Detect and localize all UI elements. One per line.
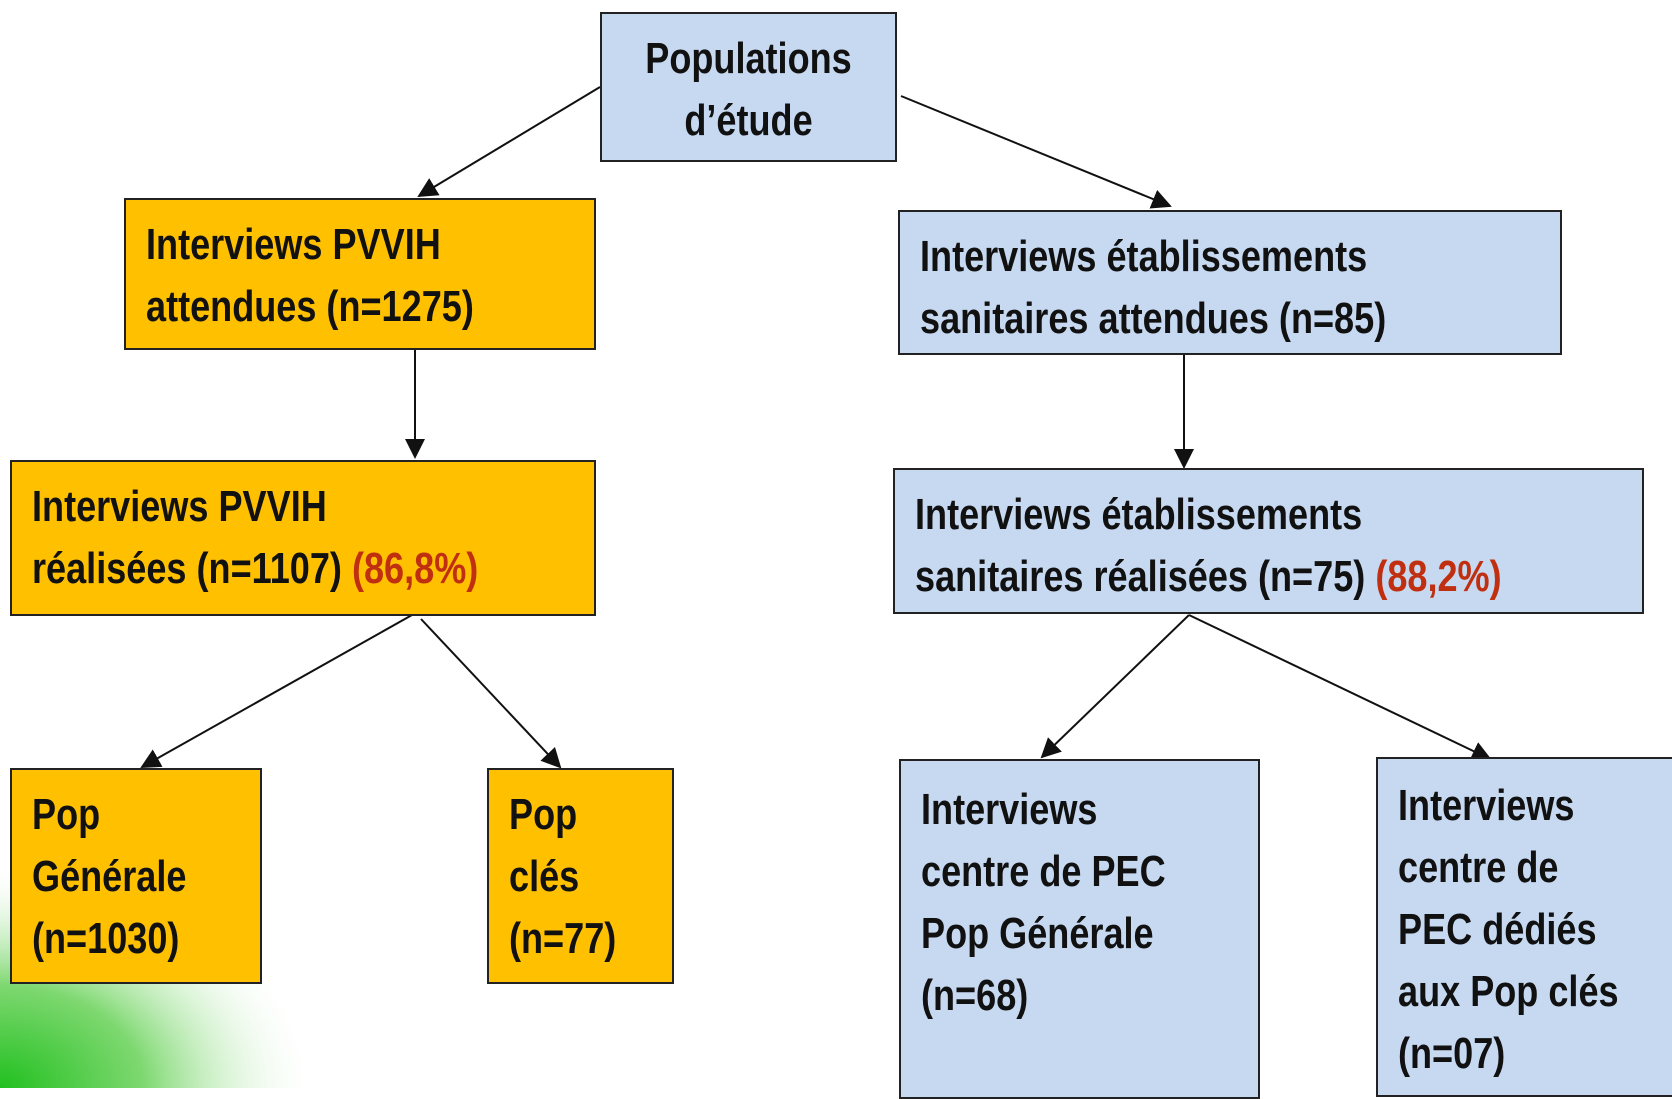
node-text: Interviews centre de PEC dédiés aux Pop clé…: [1398, 775, 1619, 1085]
percentage: (88,2%): [1375, 552, 1502, 601]
node: Populations d’étude: [600, 12, 897, 162]
label: Pop: [32, 790, 101, 839]
label: Pop Générale: [921, 909, 1154, 958]
node-text: Interviews établissements sanitaires réal…: [915, 484, 1502, 608]
label: (n=77): [509, 914, 617, 963]
text-line: Interviews PVVIH: [32, 476, 478, 538]
label: (n=68): [921, 971, 1029, 1020]
label: (n=1030): [32, 914, 180, 963]
node: Interviews PVVIH réalisées (n=1107) (86,8…: [10, 460, 596, 616]
text-line: Pop Générale: [921, 903, 1166, 965]
text-line: Interviews établissements: [915, 484, 1502, 546]
text-line: clés: [509, 846, 616, 908]
node: Interviews établissements sanitaires réal…: [893, 468, 1644, 614]
text-line: aux Pop clés: [1398, 961, 1619, 1023]
label: Populations: [645, 34, 852, 83]
text-line: (n=07): [1398, 1023, 1619, 1085]
label: Interviews PVVIH: [146, 220, 441, 269]
text-line: Pop: [32, 784, 186, 846]
text-line: attendues (n=1275): [146, 276, 474, 338]
text-line: Interviews: [1398, 775, 1619, 837]
label: Interviews établissements: [920, 232, 1368, 281]
text-line: sanitaires réalisées (n=75) (88,2%): [915, 546, 1502, 608]
node: Interviews centre de PEC Pop Générale (n=68…: [899, 759, 1260, 1099]
node: Pop clés (n=77): [487, 768, 674, 984]
text-line: d’étude: [628, 90, 868, 152]
label: Générale: [32, 852, 187, 901]
label: clés: [509, 852, 580, 901]
label: Interviews: [1398, 781, 1575, 830]
label: Interviews établissements: [915, 490, 1363, 539]
label: sanitaires attendues (n=85): [920, 294, 1387, 343]
text-line: sanitaires attendues (n=85): [920, 288, 1386, 350]
text-line: Interviews établissements: [920, 226, 1386, 288]
text-line: réalisées (n=1107) (86,8%): [32, 538, 478, 600]
text-line: PEC dédiés: [1398, 899, 1619, 961]
text-line: Générale: [32, 846, 186, 908]
node-text: Interviews PVVIH réalisées (n=1107) (86,8…: [32, 476, 478, 600]
label: centre de PEC: [921, 847, 1166, 896]
node-text: Interviews établissements sanitaires atte…: [920, 226, 1386, 350]
label: Pop: [509, 790, 578, 839]
node-text: Populations d’étude: [628, 28, 868, 152]
arrows: [140, 86, 1492, 769]
label: aux Pop clés: [1398, 967, 1619, 1016]
text-line: centre de PEC: [921, 841, 1166, 903]
text-line: (n=77): [509, 908, 616, 970]
label: d’étude: [684, 96, 813, 145]
label: réalisées (n=1107): [32, 544, 342, 593]
text-line: Interviews: [921, 779, 1166, 841]
label: (n=07): [1398, 1029, 1506, 1078]
label: sanitaires réalisées (n=75): [915, 552, 1366, 601]
node-text: Interviews PVVIH attendues (n=1275): [146, 214, 474, 338]
text-line: Populations: [628, 28, 868, 90]
node: Interviews établissements sanitaires atte…: [898, 210, 1562, 355]
node: Interviews PVVIH attendues (n=1275): [124, 198, 596, 350]
node-text: Pop clés (n=77): [509, 784, 616, 970]
text-line: (n=1030): [32, 908, 186, 970]
text-line: Interviews PVVIH: [146, 214, 474, 276]
percentage: (86,8%): [351, 544, 479, 593]
node-text: Pop Générale (n=1030): [32, 784, 186, 970]
label: PEC dédiés: [1398, 905, 1597, 954]
text-line: Pop: [509, 784, 616, 846]
label: Interviews: [921, 785, 1098, 834]
label: Interviews PVVIH: [32, 482, 327, 531]
node: Interviews centre de PEC dédiés aux Pop clé…: [1376, 757, 1672, 1097]
text-line: (n=68): [921, 965, 1166, 1027]
label: centre de: [1398, 843, 1559, 892]
node: Pop Générale (n=1030): [10, 768, 262, 984]
text-line: centre de: [1398, 837, 1619, 899]
label: attendues (n=1275): [146, 282, 474, 331]
node-text: Interviews centre de PEC Pop Générale (n=68…: [921, 779, 1166, 1027]
